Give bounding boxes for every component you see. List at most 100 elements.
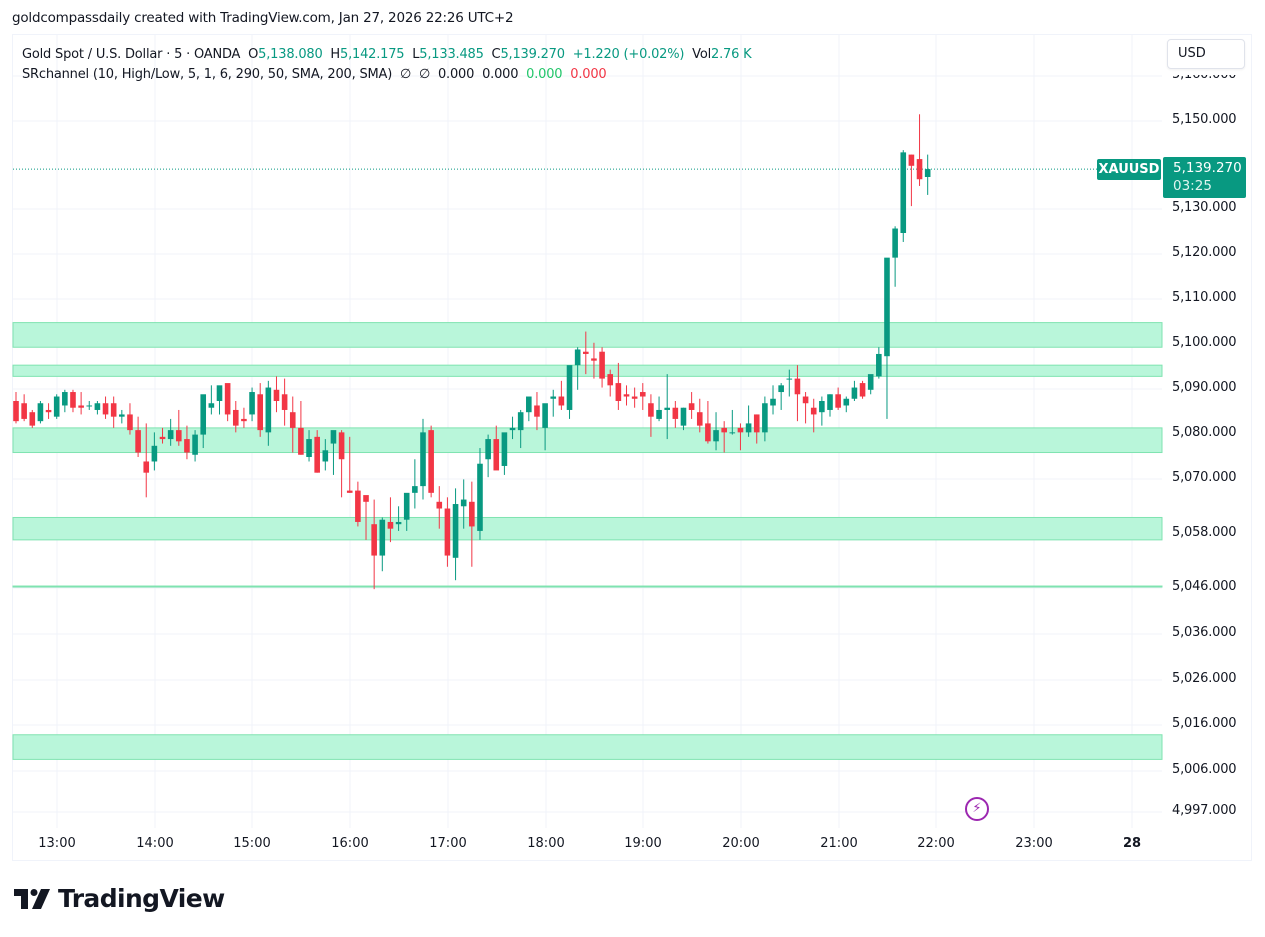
price-tick: 5,006.000 [1172, 762, 1237, 777]
candle [884, 257, 890, 419]
sr-zone [12, 364, 1163, 377]
candle [493, 425, 500, 471]
candle [371, 499, 377, 590]
price-tick: 5,120.000 [1172, 245, 1237, 260]
candle [322, 439, 329, 471]
candle [615, 362, 622, 410]
indicator-value-2: 0.000 [482, 67, 519, 82]
candle [501, 432, 508, 475]
candle [249, 387, 255, 422]
candle [851, 380, 858, 401]
candle [664, 374, 670, 440]
candle [86, 401, 93, 410]
candle [876, 347, 882, 379]
candle [648, 394, 654, 437]
candle [53, 394, 60, 419]
candle [208, 385, 215, 415]
candle [509, 416, 516, 440]
candle [827, 394, 833, 417]
candle [306, 430, 312, 462]
candle [656, 396, 662, 422]
candle [558, 380, 565, 410]
candle [403, 492, 410, 531]
candle [762, 396, 768, 442]
currency-button[interactable]: USD [1167, 39, 1245, 69]
candle [265, 380, 272, 446]
candle [566, 365, 573, 419]
chart-caption: goldcompassdaily created with TradingVie… [12, 10, 514, 26]
candle [387, 497, 394, 543]
candle [289, 396, 296, 453]
time-tick: 28 [1122, 836, 1142, 851]
price-tick: 5,150.000 [1172, 112, 1237, 127]
change-value: +1.220 (+0.02%) [572, 47, 685, 62]
candle [102, 396, 109, 419]
tradingview-mark-icon [14, 888, 50, 909]
candle [892, 226, 898, 287]
candle [420, 418, 426, 500]
sr-zone [12, 734, 1163, 760]
candle [583, 331, 589, 375]
price-tick: 5,070.000 [1172, 470, 1237, 485]
null-value-icon: ∅ [418, 67, 431, 82]
candle [338, 430, 345, 498]
symbol-price-tag: XAUUSD [1097, 159, 1161, 180]
candle [216, 385, 223, 415]
candle [241, 407, 247, 428]
time-tick: 14:00 [136, 836, 174, 851]
candle [574, 347, 581, 390]
price-tick: 5,110.000 [1172, 290, 1237, 305]
last-price-label: 5,139.270 03:25 [1163, 157, 1246, 198]
indicator-legend-row: SRchannel (10, High/Low, 5, 1, 6, 290, 5… [22, 65, 751, 85]
candle [924, 154, 931, 195]
time-tick: 17:00 [429, 836, 467, 851]
candle [639, 383, 646, 410]
indicator-value-3: 0.000 [526, 67, 563, 82]
candle [159, 427, 166, 444]
sr-zone [12, 585, 1163, 588]
symbol-description[interactable]: Gold Spot / U.S. Dollar · 5 · OANDA [22, 47, 241, 62]
candle [485, 434, 491, 478]
candle [444, 497, 451, 567]
null-value-icon: ∅ [399, 67, 412, 82]
candle [819, 396, 825, 426]
candle [45, 403, 52, 419]
candle [167, 418, 174, 446]
price-tick: 4,997.000 [1172, 803, 1237, 818]
sr-zone [12, 322, 1163, 348]
time-tick: 13:00 [38, 836, 76, 851]
candle [143, 423, 150, 498]
candle [330, 430, 337, 475]
time-tick: 19:00 [624, 836, 662, 851]
lightning-event-icon[interactable]: ⚡ [965, 797, 989, 821]
candle [770, 385, 776, 415]
sr-zone [12, 516, 1163, 541]
volume-value: 2.76 K [711, 47, 752, 62]
candle [281, 378, 288, 426]
low-value: 5,133.485 [419, 47, 484, 62]
candle [680, 407, 687, 431]
price-tick: 5,090.000 [1172, 380, 1237, 395]
candle [810, 398, 817, 433]
price-tick: 5,080.000 [1172, 425, 1237, 440]
low-label: L [412, 47, 420, 62]
time-tick: 23:00 [1015, 836, 1053, 851]
indicator-name[interactable]: SRchannel (10, High/Low, 5, 1, 6, 290, 5… [22, 67, 393, 82]
candle [477, 448, 483, 540]
candle [591, 342, 597, 379]
candle [184, 425, 190, 460]
tradingview-logo: TradingView [14, 884, 225, 913]
candle [469, 481, 475, 567]
candle [298, 401, 304, 455]
price-tick: 5,046.000 [1172, 579, 1237, 594]
tradingview-wordmark: TradingView [58, 884, 225, 913]
time-tick: 22:00 [917, 836, 955, 851]
candle [151, 432, 158, 471]
indicator-value-1: 0.000 [437, 67, 475, 82]
close-label: C [491, 47, 501, 62]
candle [526, 396, 532, 422]
candle [623, 385, 630, 406]
candle [21, 394, 27, 422]
time-tick: 20:00 [722, 836, 760, 851]
